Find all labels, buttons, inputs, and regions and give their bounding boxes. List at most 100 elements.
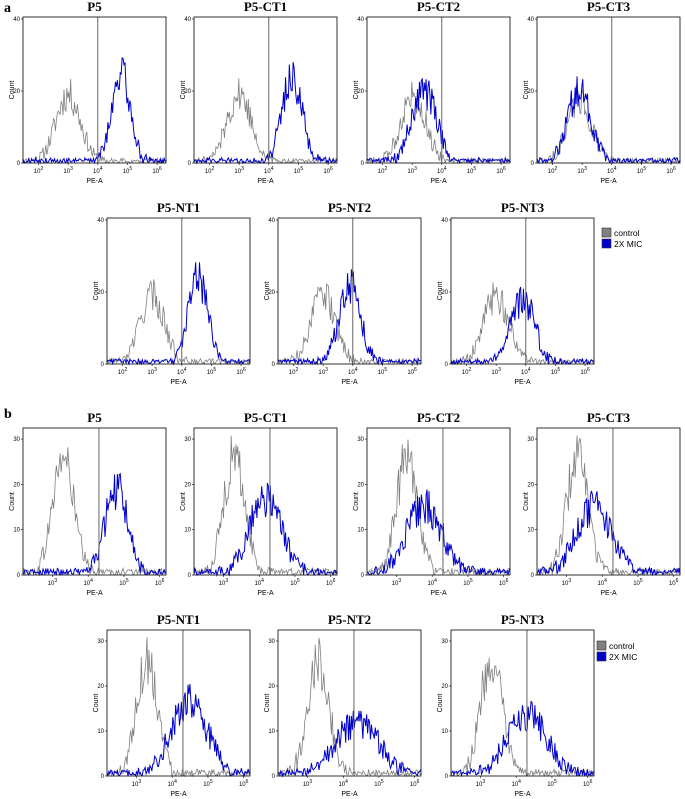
histogram-plot: P5-CT1 0 10 20 30 103 104 105 106 Count PE-A (180, 410, 338, 597)
mic-histogram-trace (22, 56, 167, 165)
x-tick-label: 104 (597, 578, 607, 587)
plot-title: P5 (87, 410, 102, 425)
x-tick-label: 104 (348, 367, 358, 376)
plot-frame (193, 16, 338, 164)
y-tick-label: 0 (445, 774, 449, 780)
x-axis-label: PE-A (430, 590, 447, 597)
x-tick-label: 105 (123, 166, 133, 175)
x-tick-label: 106 (236, 367, 246, 376)
x-tick-label: 104 (521, 367, 531, 376)
x-tick-label: 102 (205, 166, 215, 175)
x-axis-label: PE-A (341, 379, 358, 386)
plot-frame (366, 427, 511, 576)
control-histogram-trace (277, 282, 422, 365)
x-tick-label: 106 (323, 166, 333, 175)
x-tick-label: 105 (633, 578, 643, 587)
plot-frame (106, 629, 251, 777)
y-tick-label: 40 (357, 17, 364, 23)
y-tick-label: 20 (184, 482, 191, 488)
mic-histogram-trace (193, 62, 338, 165)
x-tick-label: 104 (338, 779, 348, 788)
x-tick-label: 105 (203, 779, 213, 788)
y-tick-label: 30 (184, 437, 191, 443)
x-tick-label: 104 (427, 578, 437, 587)
y-axis-label: Count (9, 492, 16, 511)
x-tick-label: 105 (463, 578, 473, 587)
plot-title: P5-CT3 (587, 410, 631, 425)
plot-title: P5-NT1 (157, 612, 200, 627)
x-tick-label: 104 (264, 166, 274, 175)
x-tick-label: 104 (93, 166, 103, 175)
y-tick-label: 40 (268, 218, 275, 224)
control-histogram-trace (22, 79, 167, 164)
x-axis-label: PE-A (257, 590, 274, 597)
y-tick-label: 0 (17, 161, 21, 167)
x-axis-label: PE-A (430, 178, 447, 185)
y-tick-label: 10 (184, 528, 191, 534)
y-tick-label: 0 (272, 774, 276, 780)
y-tick-label: 20 (527, 482, 534, 488)
x-tick-label: 102 (34, 166, 44, 175)
histogram-plot: P5-CT1 0 20 40 102 103 104 105 106 Count PE-A (180, 0, 338, 185)
y-tick-label: 20 (357, 482, 364, 488)
histogram-plot: P5-NT2 0 20 40 102 103 104 105 106 Count PE-A (264, 200, 422, 386)
x-axis-label: PE-A (170, 379, 187, 386)
x-tick-label: 103 (219, 578, 229, 587)
x-tick-label: 104 (437, 166, 447, 175)
x-tick-label: 106 (669, 578, 679, 587)
y-tick-label: 20 (357, 89, 364, 95)
plot-title: P5-NT3 (501, 200, 545, 215)
y-tick-label: 10 (97, 729, 104, 735)
histogram-plot: P5-CT3 0 20 40 102 103 104 105 106 Count PE-A (523, 0, 681, 185)
x-tick-label: 105 (207, 367, 217, 376)
x-axis-label: PE-A (341, 791, 358, 798)
y-tick-label: 40 (13, 17, 20, 23)
histogram-plot: P5-NT3 0 10 20 30 103 104 105 106 Count PE-A (437, 612, 595, 798)
plot-title: P5-CT3 (587, 0, 631, 14)
control-histogram-trace (366, 81, 511, 165)
x-tick-label: 104 (607, 166, 617, 175)
y-axis-label: Count (437, 282, 444, 301)
histogram-plot: P5-CT3 0 10 20 30 103 104 105 106 Count PE-A (523, 410, 681, 597)
plot-frame (450, 217, 595, 365)
plot-title: P5-CT1 (244, 0, 287, 14)
x-tick-label: 103 (48, 578, 58, 587)
histogram-plot: P5-NT2 0 10 20 30 103 104 105 106 Count PE-A (264, 612, 422, 798)
y-tick-label: 30 (527, 437, 534, 443)
plot-frame (277, 217, 422, 365)
x-axis-label: PE-A (600, 590, 617, 597)
x-tick-label: 106 (326, 578, 336, 587)
plot-title: P5 (87, 0, 102, 14)
y-tick-label: 0 (272, 362, 276, 368)
y-axis-label: Count (264, 694, 271, 713)
y-tick-label: 20 (441, 684, 448, 690)
x-tick-label: 103 (234, 166, 244, 175)
panel-letter-b: b (4, 407, 12, 422)
y-tick-label: 0 (531, 573, 535, 579)
x-tick-label: 102 (289, 367, 299, 376)
x-tick-label: 102 (548, 166, 558, 175)
y-axis-label: Count (9, 81, 16, 100)
histogram-plot: P5-NT1 0 20 40 102 103 104 105 106 Count PE-A (93, 200, 251, 386)
mic-histogram-trace (22, 472, 167, 577)
y-tick-label: 20 (268, 290, 275, 296)
mic-histogram-trace (193, 482, 338, 577)
x-tick-label: 105 (637, 166, 647, 175)
x-tick-label: 104 (511, 779, 521, 788)
x-axis-label: PE-A (600, 178, 617, 185)
y-tick-label: 0 (361, 161, 365, 167)
x-tick-label: 106 (580, 367, 590, 376)
legend-label: 2X MIC (614, 239, 642, 249)
x-tick-label: 105 (374, 779, 384, 788)
plot-frame (277, 629, 422, 777)
x-tick-label: 102 (462, 367, 472, 376)
histogram-plot: P5-CT2 0 20 40 102 103 104 105 106 Count PE-A (353, 0, 511, 185)
x-tick-label: 102 (378, 166, 388, 175)
panel-letter-a: a (4, 1, 11, 16)
y-tick-label: 10 (357, 528, 364, 534)
x-tick-label: 105 (551, 367, 561, 376)
x-tick-label: 103 (147, 367, 157, 376)
x-tick-label: 104 (83, 578, 93, 587)
